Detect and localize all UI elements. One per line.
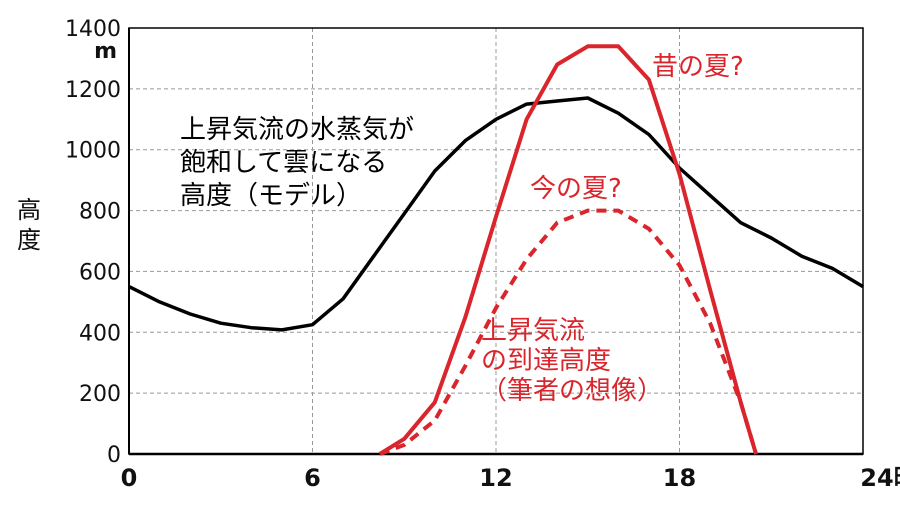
x-tick-label-18: 18 [663,464,696,492]
series-line-present [379,208,758,456]
series-line-past [378,44,758,456]
series-layer [128,44,864,456]
annotation-present_label-line-0: 今の夏? [530,174,622,204]
y-tick-label-600: 600 [79,260,121,285]
annotation-model_label-line-1: 飽和して雲になる [180,148,387,178]
x-tick-label-6: 6 [304,464,321,492]
annotation-model_label-line-2: 高度（モデル） [180,181,362,211]
annotation-past_label-line-0: 昔の夏? [652,52,744,82]
y-axis-label-char-1: 度 [17,226,41,254]
x-tick-label-24: 24時 [860,464,900,492]
x-tick-label-0: 0 [121,464,138,492]
y-tick-label-800: 800 [79,200,121,225]
y-tick-label-400: 400 [79,321,121,346]
annotation-reach_label-line-1: の到達高度 [481,346,611,376]
series-line-model [128,96,864,332]
y-tick-label-1000: 1000 [65,139,121,164]
y-tick-label-200: 200 [79,382,121,407]
x-tick-label-12: 12 [479,464,512,492]
axis-layer [128,27,864,456]
y-tick-label-1400: 1400 [65,17,121,42]
annotation-reach_label-line-2: （筆者の想像） [481,376,663,406]
y-tick-label-1200: 1200 [65,78,121,103]
y-axis-label-char-0: 高 [17,196,41,224]
annotation-reach_label-line-0: 上昇気流 [481,316,585,346]
y-unit-label: m [94,39,117,64]
y-tick-label-0: 0 [107,443,121,468]
annotation-model_label-line-0: 上昇気流の水蒸気が [180,115,414,145]
